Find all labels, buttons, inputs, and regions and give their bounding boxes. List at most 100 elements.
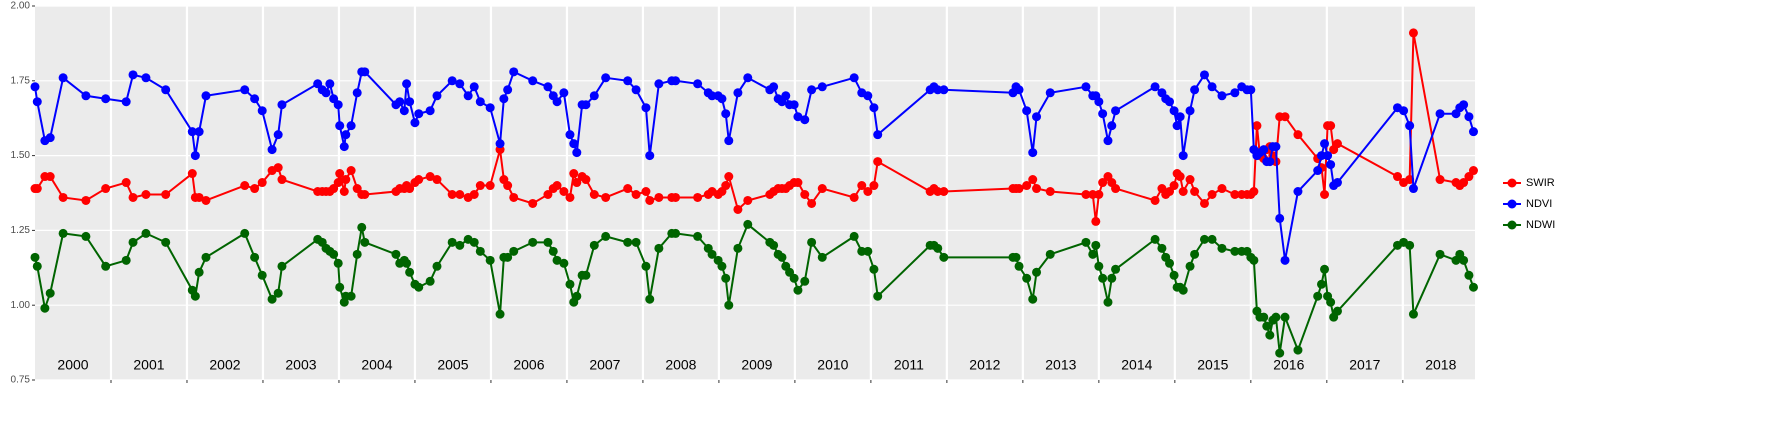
data-point [1094, 97, 1104, 107]
data-point [1014, 184, 1024, 194]
data-point [1157, 243, 1167, 253]
data-point [1094, 189, 1104, 199]
data-point [1246, 85, 1256, 95]
data-point [1045, 88, 1055, 98]
data-point [1207, 82, 1217, 92]
data-point [45, 133, 55, 143]
data-point [589, 189, 599, 199]
y-tick-label: 2.00 [11, 1, 31, 12]
data-point [190, 151, 200, 161]
data-point [543, 82, 553, 92]
data-point [495, 139, 505, 149]
data-point [414, 175, 424, 185]
data-point [335, 169, 345, 179]
data-point [1022, 273, 1032, 283]
data-point [335, 121, 345, 131]
data-point [277, 100, 287, 110]
data-point [187, 169, 197, 179]
data-point [1459, 100, 1469, 110]
data-point [405, 184, 415, 194]
data-point [391, 249, 401, 259]
data-point [503, 252, 513, 262]
data-point [817, 184, 827, 194]
data-point [1094, 261, 1104, 271]
data-point [414, 282, 424, 292]
data-point [743, 195, 753, 205]
data-point [807, 237, 817, 247]
data-point [645, 195, 655, 205]
data-point [201, 91, 211, 101]
data-point [1332, 306, 1342, 316]
data-point [1045, 249, 1055, 259]
data-point [552, 255, 562, 265]
data-point [32, 184, 42, 194]
data-point [40, 303, 50, 313]
data-point [141, 73, 151, 83]
data-point [1169, 270, 1179, 280]
data-point [789, 273, 799, 283]
data-point [849, 73, 859, 83]
data-point [1028, 175, 1038, 185]
data-point [641, 103, 651, 113]
data-point [1459, 178, 1469, 188]
data-point [1185, 261, 1195, 271]
data-point [873, 291, 883, 301]
year-label: 2015 [1197, 357, 1228, 373]
data-point [572, 291, 582, 301]
data-point [1464, 270, 1474, 280]
data-point [724, 300, 734, 310]
data-point [1103, 297, 1113, 307]
year-label: 2007 [589, 357, 620, 373]
data-point [1317, 279, 1327, 289]
data-point [1271, 312, 1281, 322]
data-point [325, 79, 335, 89]
data-point [509, 192, 519, 202]
data-point [161, 237, 171, 247]
data-point [1091, 216, 1101, 226]
data-point [1081, 82, 1091, 92]
data-point [1175, 112, 1185, 122]
data-point [277, 261, 287, 271]
data-point [631, 189, 641, 199]
data-point [793, 285, 803, 295]
data-point [399, 106, 409, 116]
data-point [552, 97, 562, 107]
data-point [1103, 136, 1113, 146]
data-point [869, 181, 879, 191]
data-point [1399, 106, 1409, 116]
data-point [447, 76, 457, 86]
data-point [1190, 249, 1200, 259]
data-point [1313, 166, 1323, 176]
y-tick-label: 1.50 [11, 150, 31, 161]
data-point [654, 79, 664, 89]
data-point [654, 243, 664, 253]
y-tick-label: 1.75 [11, 75, 31, 86]
year-label: 2010 [817, 357, 848, 373]
y-tick-label: 0.75 [11, 375, 31, 386]
data-point [1022, 106, 1032, 116]
data-point [414, 109, 424, 119]
data-point [339, 142, 349, 152]
data-point [128, 192, 138, 202]
data-point [339, 187, 349, 197]
data-point [201, 195, 211, 205]
data-point [1326, 121, 1336, 131]
data-point [30, 252, 40, 262]
data-point [857, 181, 867, 191]
year-label: 2004 [361, 357, 392, 373]
year-label: 2018 [1425, 357, 1456, 373]
data-point [128, 70, 138, 80]
data-point [743, 73, 753, 83]
data-point [1435, 109, 1445, 119]
data-point [333, 258, 343, 268]
data-point [128, 237, 138, 247]
data-point [257, 106, 267, 116]
data-point [1178, 151, 1188, 161]
data-point [1332, 139, 1342, 149]
data-point [30, 82, 40, 92]
data-point [352, 249, 362, 259]
data-point [1098, 109, 1108, 119]
data-point [1028, 148, 1038, 158]
data-point [552, 181, 562, 191]
data-point [1230, 88, 1240, 98]
